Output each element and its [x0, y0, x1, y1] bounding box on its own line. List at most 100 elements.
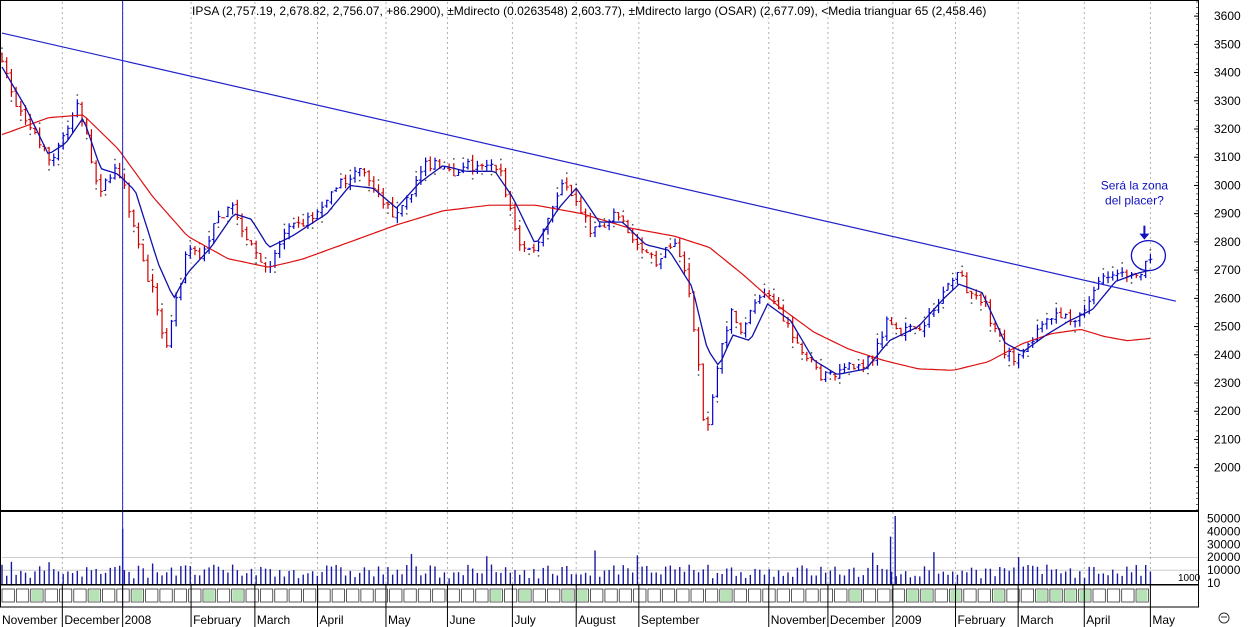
- sar-dot: [481, 173, 483, 175]
- sar-dot: [951, 272, 954, 275]
- month-label: December: [830, 613, 885, 627]
- sar-dot: [735, 326, 738, 329]
- week-box-highlight: [31, 590, 43, 601]
- week-box: [288, 588, 302, 603]
- week-box-highlight: [1065, 590, 1076, 601]
- sar-dot: [754, 294, 756, 296]
- sar-dot: [85, 137, 88, 140]
- sar-dots: [1, 47, 1152, 414]
- month-label: November: [2, 613, 57, 627]
- sar-dot: [104, 193, 107, 196]
- price-tick-label: 2700: [1214, 263, 1241, 277]
- volume-extra-label: 1000: [1178, 573, 1201, 584]
- price-tick-label: 2600: [1214, 291, 1241, 305]
- sar-dot: [170, 314, 173, 317]
- price-tick-label: 3500: [1214, 37, 1241, 51]
- sar-dot: [1045, 312, 1048, 315]
- sar-dot: [349, 169, 352, 172]
- sar-dot: [603, 217, 606, 220]
- week-box: [504, 588, 518, 603]
- sar-dot: [876, 333, 879, 336]
- week-box: [389, 588, 403, 603]
- week-box: [303, 588, 317, 603]
- week-box: [245, 588, 259, 603]
- week-box: [1020, 588, 1034, 603]
- week-box: [532, 588, 546, 603]
- week-box-highlight: [132, 590, 143, 601]
- week-box: [1006, 588, 1020, 603]
- date-strip-frame: [0, 584, 1199, 608]
- chart-title: IPSA (2,757.19, 2,678.82, 2,756.07, +86.…: [192, 4, 986, 18]
- week-box-highlight: [849, 590, 861, 601]
- sar-dot: [1083, 299, 1086, 302]
- week-box: [87, 588, 101, 603]
- week-box: [704, 588, 719, 603]
- month-label: September: [641, 613, 700, 627]
- sar-dot: [424, 179, 427, 182]
- week-box: [891, 588, 905, 603]
- sar-dot: [161, 303, 163, 305]
- week-box: [848, 588, 862, 603]
- sar-dot: [123, 168, 126, 171]
- sar-dot: [283, 223, 286, 226]
- week-box: [489, 588, 503, 603]
- sar-dot: [396, 201, 399, 204]
- week-box: [59, 588, 73, 603]
- week-box: [748, 588, 762, 603]
- week-box: [819, 588, 833, 603]
- week-box: [791, 588, 805, 603]
- sar-dot: [867, 372, 869, 375]
- week-box: [432, 588, 446, 603]
- month-label: May: [1152, 613, 1175, 627]
- sar-dot: [904, 317, 907, 320]
- sar-dot: [518, 219, 521, 222]
- sar-dot: [914, 332, 916, 335]
- moving-average-short-line: [1, 66, 1151, 375]
- sar-dot: [594, 221, 596, 224]
- sar-dot: [565, 172, 568, 175]
- sar-dot: [848, 373, 851, 376]
- week-box: [44, 588, 58, 603]
- week-box: [417, 588, 432, 603]
- sar-dot: [490, 173, 493, 176]
- sar-dot: [1, 47, 3, 50]
- price-tick-label: 3200: [1214, 122, 1241, 136]
- sar-dot: [810, 352, 813, 354]
- week-box: [1106, 588, 1121, 603]
- week-box-highlight: [89, 590, 100, 601]
- week-box: [633, 588, 647, 603]
- sar-dot: [772, 288, 775, 291]
- price-tick-label: 2100: [1214, 432, 1241, 446]
- price-tick-label: 3400: [1214, 66, 1241, 80]
- week-box: [30, 588, 44, 603]
- week-box: [977, 588, 991, 603]
- sar-dot: [923, 316, 926, 319]
- sar-dot: [292, 217, 295, 220]
- volume-tick-label: 30000: [1207, 537, 1241, 551]
- sar-dot: [612, 225, 615, 228]
- smiley-icon[interactable]: [1218, 612, 1230, 624]
- week-box: [834, 588, 848, 603]
- sar-dot: [575, 183, 578, 186]
- sar-dot: [537, 254, 540, 257]
- sar-dot: [236, 223, 239, 226]
- moving-average-long-line: [1, 114, 1151, 371]
- sar-dot: [179, 277, 182, 280]
- week-box: [992, 588, 1006, 603]
- sar-dot: [462, 157, 465, 160]
- price-tick-label: 2200: [1214, 404, 1241, 418]
- week-box-highlight: [577, 590, 588, 601]
- price-axis-ticks: 2000 2100 2200 2300 2400 2500 2600 2700 2800 2900…: [1194, 1, 1241, 511]
- sar-dot: [584, 226, 587, 228]
- sar-dot: [650, 261, 653, 264]
- week-box: [1092, 588, 1106, 603]
- volume-tick-label: 10000: [1207, 563, 1241, 577]
- sar-dot: [132, 230, 135, 233]
- sar-dot: [1036, 319, 1039, 322]
- sar-dot: [443, 161, 446, 164]
- week-box: [231, 588, 245, 603]
- sar-dot: [217, 226, 220, 229]
- sar-dot: [782, 299, 785, 302]
- week-box: [733, 588, 747, 603]
